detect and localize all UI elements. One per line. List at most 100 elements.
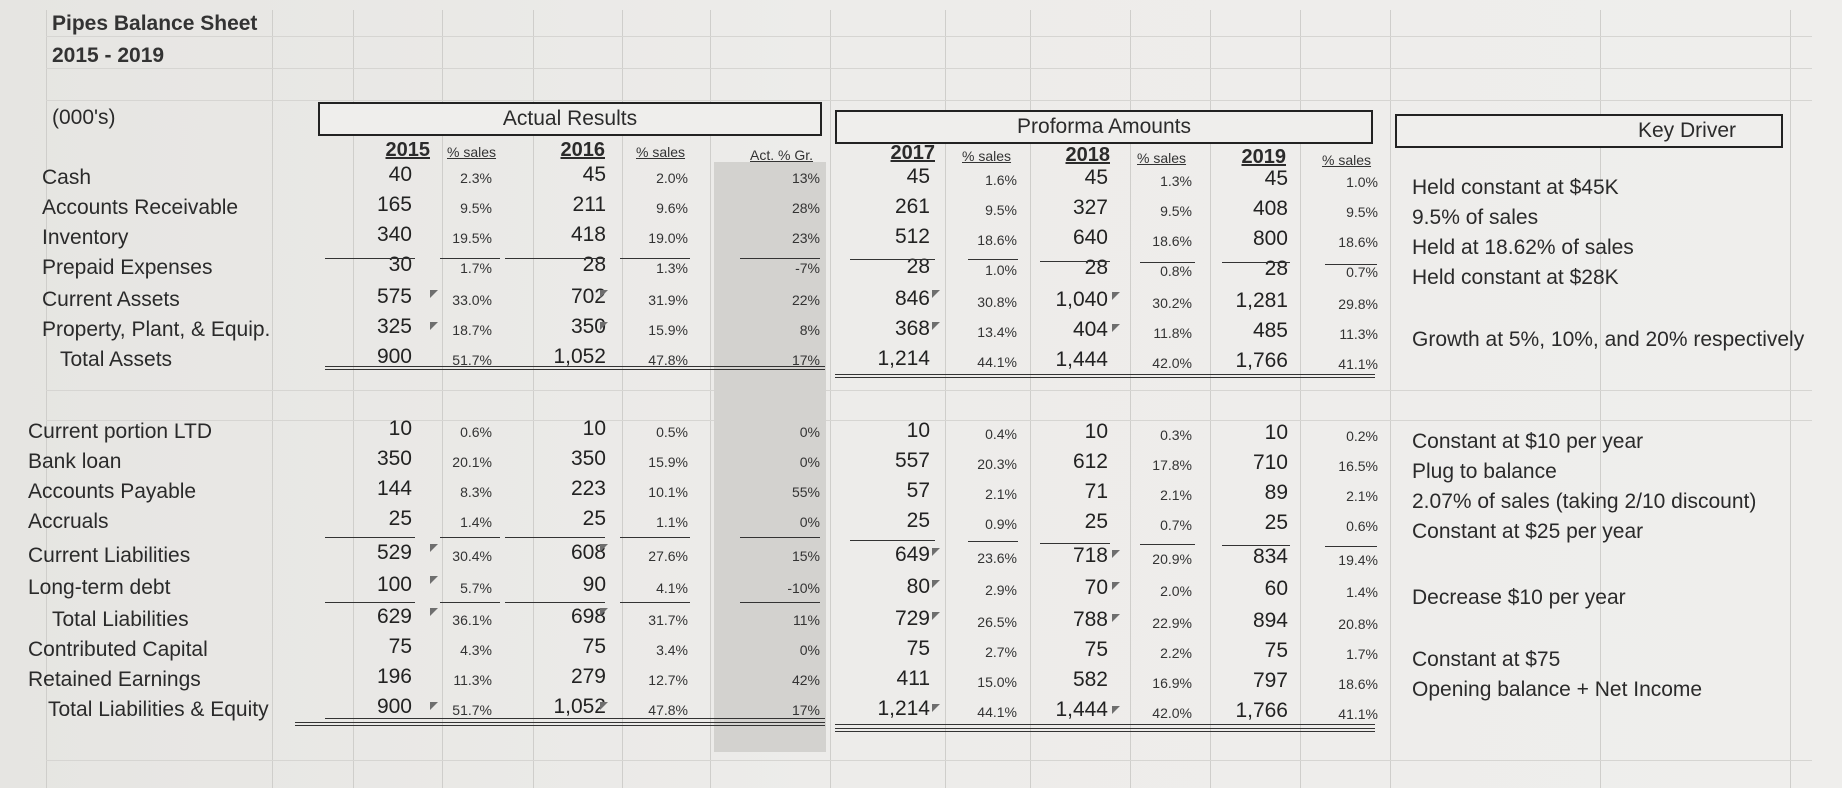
cell-v2015[interactable]: 325 xyxy=(376,315,412,338)
cell-p2016[interactable]: 0.5% xyxy=(656,424,688,440)
cell-p2015[interactable]: 2.3% xyxy=(460,170,492,186)
cell-p2017[interactable]: 18.6% xyxy=(977,232,1017,248)
cell-v2019[interactable]: 75 xyxy=(1264,639,1288,662)
cell-p2019[interactable]: 41.1% xyxy=(1338,706,1378,722)
cell-p2015[interactable]: 19.5% xyxy=(452,230,492,246)
cell-gr[interactable]: 28% xyxy=(791,200,820,216)
cell-v2019[interactable]: 1,281 xyxy=(1235,289,1288,312)
cell-v2015[interactable]: 100 xyxy=(376,573,412,596)
cell-v2019[interactable]: 485 xyxy=(1252,319,1288,342)
cell-gr[interactable]: 0% xyxy=(799,424,820,440)
cell-v2015[interactable]: 10 xyxy=(388,417,412,440)
cell-gr[interactable]: 15% xyxy=(791,548,820,564)
cell-gr[interactable]: 42% xyxy=(791,672,820,688)
cell-v2019[interactable]: 25 xyxy=(1264,511,1288,534)
cell-v2015[interactable]: 144 xyxy=(376,477,412,500)
cell-v2017[interactable]: 411 xyxy=(896,667,930,690)
cell-v2016[interactable]: 75 xyxy=(582,635,606,658)
cell-p2016[interactable]: 4.1% xyxy=(656,580,688,596)
cell-p2019[interactable]: 19.4% xyxy=(1338,552,1378,568)
cell-p2018[interactable]: 22.9% xyxy=(1152,615,1192,631)
cell-v2016[interactable]: 702 xyxy=(570,285,606,308)
cell-p2016[interactable]: 19.0% xyxy=(648,230,688,246)
cell-p2017[interactable]: 13.4% xyxy=(977,324,1017,340)
cell-v2015[interactable]: 30 xyxy=(388,253,412,276)
cell-p2016[interactable]: 1.1% xyxy=(656,514,688,530)
cell-v2017[interactable]: 1,214 xyxy=(877,347,930,370)
cell-p2015[interactable]: 18.7% xyxy=(452,322,492,338)
cell-v2019[interactable]: 1,766 xyxy=(1235,699,1288,722)
cell-v2016[interactable]: 45 xyxy=(582,163,606,186)
cell-v2018[interactable]: 582 xyxy=(1072,668,1108,691)
cell-p2016[interactable]: 15.9% xyxy=(648,322,688,338)
cell-v2016[interactable]: 350 xyxy=(570,447,606,470)
cell-p2015[interactable]: 0.6% xyxy=(460,424,492,440)
cell-p2015[interactable]: 36.1% xyxy=(452,612,492,628)
cell-p2018[interactable]: 0.3% xyxy=(1160,427,1192,443)
cell-p2017[interactable]: 30.8% xyxy=(977,294,1017,310)
cell-v2016[interactable]: 223 xyxy=(570,477,606,500)
cell-v2018[interactable]: 404 xyxy=(1072,318,1108,341)
cell-p2018[interactable]: 11.8% xyxy=(1153,325,1192,341)
cell-p2016[interactable]: 47.8% xyxy=(648,702,688,718)
cell-v2018[interactable]: 718 xyxy=(1072,544,1108,567)
cell-v2018[interactable]: 788 xyxy=(1072,608,1108,631)
cell-v2016[interactable]: 90 xyxy=(582,573,606,596)
cell-p2015[interactable]: 11.3% xyxy=(453,672,492,688)
cell-p2016[interactable]: 15.9% xyxy=(648,454,688,470)
cell-v2015[interactable]: 25 xyxy=(388,507,412,530)
cell-v2015[interactable]: 900 xyxy=(376,695,412,718)
cell-v2016[interactable]: 279 xyxy=(570,665,606,688)
cell-v2017[interactable]: 557 xyxy=(894,449,930,472)
cell-p2019[interactable]: 18.6% xyxy=(1338,676,1378,692)
cell-v2015[interactable]: 900 xyxy=(376,345,412,368)
cell-p2018[interactable]: 2.0% xyxy=(1160,583,1192,599)
cell-gr[interactable]: 8% xyxy=(799,322,820,338)
cell-v2018[interactable]: 640 xyxy=(1072,226,1108,249)
cell-gr[interactable]: 17% xyxy=(791,352,820,368)
cell-v2019[interactable]: 710 xyxy=(1252,451,1288,474)
cell-p2018[interactable]: 9.5% xyxy=(1160,203,1192,219)
cell-p2017[interactable]: 26.5% xyxy=(977,614,1017,630)
cell-gr[interactable]: 55% xyxy=(791,484,820,500)
cell-p2017[interactable]: 2.9% xyxy=(985,582,1017,598)
cell-p2016[interactable]: 9.6% xyxy=(656,200,688,216)
cell-v2019[interactable]: 797 xyxy=(1252,669,1288,692)
cell-p2018[interactable]: 2.2% xyxy=(1160,645,1192,661)
cell-p2018[interactable]: 30.2% xyxy=(1152,295,1192,311)
cell-p2019[interactable]: 0.2% xyxy=(1346,428,1378,444)
cell-v2019[interactable]: 894 xyxy=(1252,609,1288,632)
cell-p2019[interactable]: 0.7% xyxy=(1346,264,1378,280)
cell-v2018[interactable]: 28 xyxy=(1084,256,1108,279)
cell-v2017[interactable]: 512 xyxy=(894,225,930,248)
cell-v2017[interactable]: 261 xyxy=(894,195,930,218)
cell-v2015[interactable]: 75 xyxy=(388,635,412,658)
cell-p2019[interactable]: 1.4% xyxy=(1346,584,1378,600)
cell-v2016[interactable]: 350 xyxy=(570,315,606,338)
cell-v2019[interactable]: 89 xyxy=(1264,481,1288,504)
cell-gr[interactable]: -10% xyxy=(787,580,820,596)
cell-p2018[interactable]: 17.8% xyxy=(1152,457,1192,473)
cell-v2016[interactable]: 418 xyxy=(570,223,606,246)
cell-v2016[interactable]: 10 xyxy=(582,417,606,440)
cell-p2019[interactable]: 0.6% xyxy=(1346,518,1378,534)
cell-gr[interactable]: 11% xyxy=(793,612,820,628)
cell-v2018[interactable]: 25 xyxy=(1084,510,1108,533)
cell-v2017[interactable]: 729 xyxy=(894,607,930,630)
cell-p2019[interactable]: 9.5% xyxy=(1346,204,1378,220)
cell-v2018[interactable]: 71 xyxy=(1084,480,1108,503)
cell-v2017[interactable]: 75 xyxy=(906,637,930,660)
cell-v2017[interactable]: 25 xyxy=(906,509,930,532)
cell-p2017[interactable]: 0.9% xyxy=(985,516,1017,532)
cell-p2019[interactable]: 1.7% xyxy=(1346,646,1378,662)
cell-v2015[interactable]: 629 xyxy=(376,605,412,628)
cell-p2017[interactable]: 44.1% xyxy=(977,704,1017,720)
cell-v2018[interactable]: 70 xyxy=(1084,576,1108,599)
cell-p2017[interactable]: 1.0% xyxy=(985,262,1017,278)
cell-p2018[interactable]: 2.1% xyxy=(1160,487,1192,503)
cell-gr[interactable]: 0% xyxy=(799,514,820,530)
cell-v2016[interactable]: 1,052 xyxy=(553,695,606,718)
cell-p2017[interactable]: 23.6% xyxy=(977,550,1017,566)
cell-v2018[interactable]: 327 xyxy=(1072,196,1108,219)
cell-v2018[interactable]: 612 xyxy=(1072,450,1108,473)
